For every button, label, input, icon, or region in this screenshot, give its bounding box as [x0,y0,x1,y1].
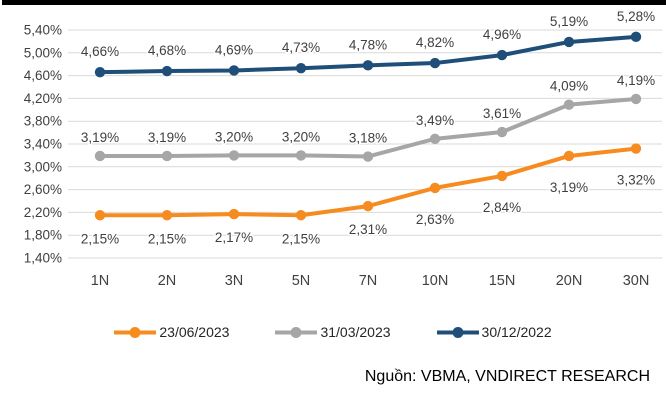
data-label: 3,18% [349,131,387,146]
data-point [496,126,508,138]
data-label: 3,19% [550,180,588,195]
data-label: 3,32% [617,173,655,188]
y-tick-label: 5,40% [24,23,62,38]
data-label: 2,31% [349,222,387,237]
data-point [429,133,441,145]
data-label: 4,73% [282,40,320,55]
data-point [228,150,240,161]
data-point [496,170,508,182]
y-tick-label: 4,60% [24,68,62,83]
data-point [496,49,508,61]
x-tick-label: 30N [623,273,650,289]
data-label: 3,20% [282,129,320,144]
data-label: 4,66% [81,44,119,59]
data-label: 2,17% [215,230,253,245]
legend-line-marker-icon [436,326,479,338]
x-tick-label: 7N [359,273,378,289]
data-label: 3,19% [81,130,119,145]
data-point [563,36,575,48]
source-note: Nguồn: VBMA, VNDIRECT RESEARCH [364,368,650,385]
line-chart-plot: 5,40% 5,00% 4,60% 4,20% 3,80% 3,40% 3,00% 2,60%… [24,7,662,289]
y-tick-label: 1,80% [24,228,62,243]
data-point [295,62,307,74]
data-point [161,150,173,162]
legend-label: 30/12/2022 [481,324,552,340]
data-label: 2,15% [81,231,119,246]
data-point [563,99,575,110]
legend-label: 31/03/2023 [320,324,391,340]
y-tick-label: 2,20% [24,205,62,220]
data-label: 4,68% [148,43,186,58]
data-label: 4,19% [617,73,655,88]
data-label: 4,78% [349,37,387,52]
data-point [161,65,173,77]
data-point [630,93,642,105]
data-point [94,66,106,78]
chart-legend: 23/06/2023 31/03/2023 30/12/2022 [0,320,666,344]
data-label: 3,19% [148,130,186,145]
data-label: 3,49% [416,113,454,128]
legend-item-30-12-2022: 30/12/2022 [436,324,552,340]
data-label: 4,09% [550,79,588,94]
data-point [94,150,106,162]
data-point [630,31,642,43]
data-point [362,60,374,71]
data-label: 5,28% [617,9,655,24]
data-label: 4,82% [416,35,454,50]
data-label: 3,20% [215,129,253,144]
y-tick-label: 4,20% [24,91,62,106]
legend-label: 23/06/2023 [159,324,230,340]
legend-line-marker-icon [275,326,318,338]
data-point [161,210,173,221]
data-label: 2,63% [416,212,454,227]
data-point [295,150,307,161]
x-tick-label: 3N [225,273,244,289]
data-label: 2,15% [282,231,320,246]
x-tick-label: 15N [489,273,516,289]
y-tick-label: 3,80% [24,114,62,129]
data-point [362,151,374,162]
series-line-31-03-2023 [98,96,638,159]
y-tick-label: 1,40% [24,251,62,266]
y-tick-label: 3,40% [24,137,62,152]
y-tick-label: 2,60% [24,182,62,197]
data-label: 2,15% [148,231,186,246]
y-tick-label: 3,00% [24,159,62,174]
y-tick-label: 5,00% [24,45,62,60]
x-tick-label: 5N [292,273,311,289]
legend-line-marker-icon [114,326,157,338]
data-point [362,200,374,212]
data-label: 5,19% [550,14,588,29]
data-point [429,57,441,69]
x-tick-label: 10N [422,273,449,289]
data-label: 4,96% [483,27,521,42]
data-point [429,182,441,194]
data-label: 4,69% [215,42,253,57]
data-point [630,143,642,154]
data-label: 2,84% [483,200,521,215]
data-point [94,210,106,221]
x-tick-label: 1N [91,273,110,289]
x-tick-label: 2N [158,273,177,289]
legend-item-31-03-2023: 31/03/2023 [275,324,391,340]
top-border-bar [2,0,666,5]
data-point [295,210,307,221]
data-point [228,65,240,76]
data-point [228,208,240,220]
legend-item-23-06-2023: 23/06/2023 [114,324,229,340]
data-point [563,150,575,162]
x-tick-label: 20N [556,273,583,289]
data-label: 3,61% [483,106,521,121]
